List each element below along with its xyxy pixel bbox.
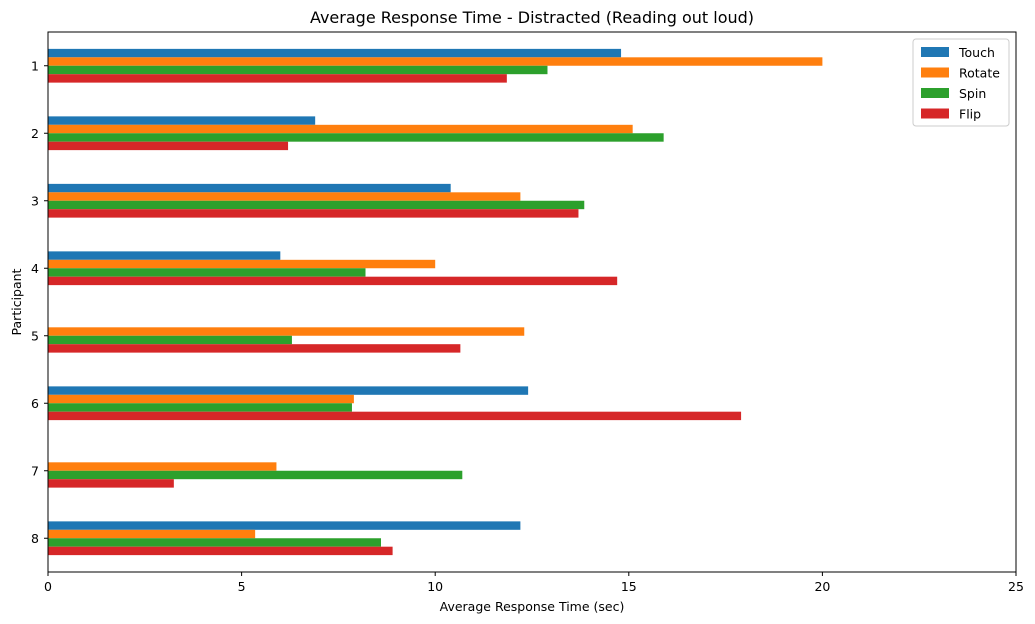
- bar-spin-participant-3: [48, 200, 585, 210]
- bar-rotate-participant-1: [48, 57, 823, 66]
- bars-group: [48, 48, 823, 556]
- bar-touch-participant-3: [48, 183, 451, 193]
- bar-spin-participant-7: [48, 470, 463, 480]
- legend-swatch-touch: [921, 47, 949, 57]
- x-axis-ticks: 0 5 10 15 20 25: [44, 572, 1024, 594]
- bar-flip-participant-6: [48, 411, 742, 421]
- y-tick-label: 4: [31, 261, 39, 276]
- bar-spin-participant-8: [48, 538, 381, 547]
- legend-label-rotate: Rotate: [959, 66, 1000, 81]
- legend-label-flip: Flip: [959, 107, 981, 122]
- bar-flip-participant-2: [48, 141, 289, 151]
- bar-touch-participant-6: [48, 386, 529, 395]
- bar-spin-participant-4: [48, 268, 366, 277]
- plot-frame: [47, 31, 1017, 573]
- bar-rotate-participant-6: [48, 394, 354, 404]
- bar-spin-participant-5: [48, 335, 292, 345]
- bar-flip-participant-4: [48, 276, 618, 286]
- bar-flip-participant-7: [48, 479, 174, 488]
- legend-swatch-spin: [921, 88, 949, 98]
- bar-spin-participant-1: [48, 65, 548, 75]
- y-axis-label: Participant: [9, 268, 24, 335]
- legend-label-touch: Touch: [958, 45, 995, 60]
- x-tick-label: 25: [1008, 579, 1024, 594]
- bar-rotate-participant-7: [48, 462, 277, 471]
- x-tick-label: 10: [427, 579, 443, 594]
- y-tick-label: 8: [31, 531, 39, 546]
- x-tick-label: 15: [621, 579, 637, 594]
- bar-touch-participant-4: [48, 251, 281, 260]
- bar-rotate-participant-3: [48, 192, 521, 201]
- bar-touch-participant-2: [48, 116, 316, 125]
- bar-rotate-participant-5: [48, 327, 525, 336]
- x-tick-label: 0: [44, 579, 52, 594]
- bar-flip-participant-1: [48, 74, 507, 83]
- legend-swatch-flip: [921, 108, 949, 119]
- legend-swatch-rotate: [921, 67, 949, 78]
- bar-rotate-participant-8: [48, 529, 256, 539]
- y-tick-label: 2: [31, 126, 39, 141]
- legend: Touch Rotate Spin Flip: [912, 38, 1010, 127]
- legend-label-spin: Spin: [959, 86, 986, 101]
- y-tick-label: 5: [31, 328, 39, 343]
- bar-rotate-participant-2: [48, 124, 633, 134]
- bar-flip-participant-5: [48, 344, 461, 353]
- y-tick-label: 1: [31, 58, 39, 73]
- bar-spin-participant-2: [48, 133, 664, 142]
- bar-spin-participant-6: [48, 403, 352, 412]
- bar-touch-participant-1: [48, 48, 622, 58]
- x-tick-label: 5: [238, 579, 246, 594]
- y-tick-label: 3: [31, 193, 39, 208]
- chart-title: Average Response Time - Distracted (Read…: [310, 8, 754, 27]
- bar-flip-participant-8: [48, 546, 393, 556]
- legend-frame: [912, 38, 1010, 127]
- y-axis-ticks: 1 2 3 4 5 6 7 8: [31, 58, 48, 546]
- bar-flip-participant-3: [48, 209, 579, 218]
- x-axis-label: Average Response Time (sec): [440, 599, 625, 614]
- bar-touch-participant-8: [48, 521, 521, 530]
- y-tick-label: 6: [31, 396, 39, 411]
- bar-rotate-participant-4: [48, 259, 436, 269]
- x-tick-label: 20: [814, 579, 830, 594]
- y-tick-label: 7: [31, 463, 39, 478]
